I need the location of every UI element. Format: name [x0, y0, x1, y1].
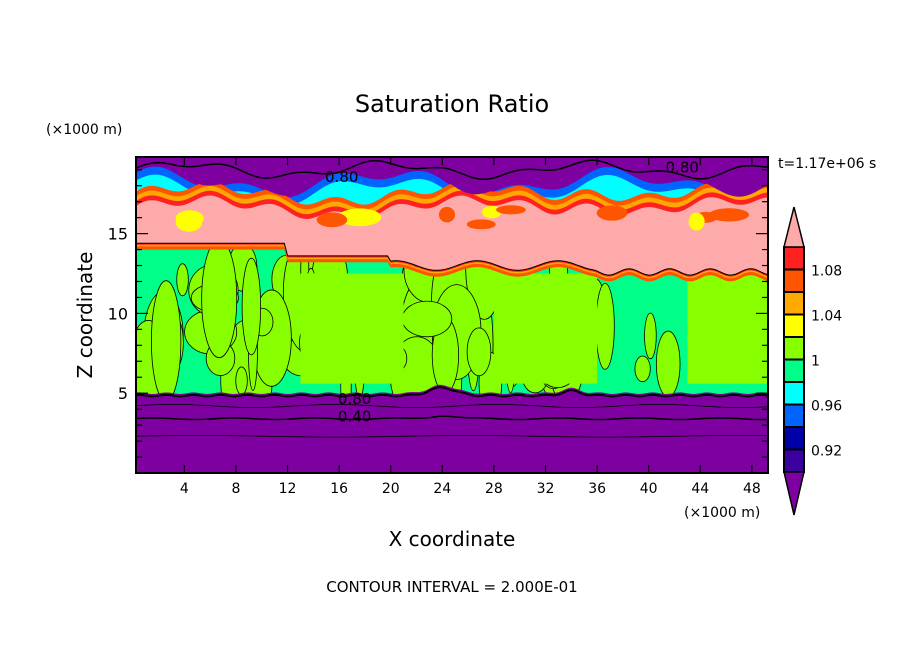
lime-patch — [401, 300, 453, 338]
cloud-patch — [496, 205, 526, 215]
x-tick-label: 4 — [180, 481, 189, 497]
colorbar: 0.92 0.96 1 1.04 1.08 — [783, 206, 842, 516]
y-unit-label: (×1000 m) — [46, 122, 122, 138]
lime-patch — [644, 312, 657, 360]
y-tick-label: 5 — [118, 384, 128, 403]
colorbar-swatch — [783, 336, 805, 361]
upper-dry-region — [136, 157, 768, 197]
y-axis: 5 10 15 — [108, 169, 768, 458]
x-tick-label: 32 — [537, 481, 555, 497]
y-axis-label: Z coordinate — [73, 252, 97, 379]
colorbar-swatch — [783, 403, 805, 428]
colorbar-tick-label: 1.08 — [811, 264, 842, 280]
colorbar-swatch — [783, 358, 805, 383]
x-axis: 4 8 12 16 20 24 28 32 36 40 44 48 — [180, 157, 761, 497]
colorbar-tick-label: 0.92 — [811, 444, 842, 460]
lime-region — [493, 273, 598, 384]
colorbar-tick-label: 0.96 — [811, 399, 842, 415]
cloud-patch — [596, 205, 628, 221]
contour-label: 0.80 — [666, 159, 699, 177]
colorbar-swatch — [783, 291, 805, 316]
colorbar-swatch — [783, 313, 805, 338]
y-tick-label: 15 — [108, 225, 128, 244]
lime-patch — [151, 280, 182, 402]
contour-line-0.40 — [136, 415, 768, 421]
colorbar-swatch — [783, 268, 805, 293]
chart-title: Saturation Ratio — [355, 90, 549, 118]
colorbar-swatch — [783, 381, 805, 406]
lime-patch — [235, 366, 248, 395]
contour-line-0.80-top — [136, 159, 768, 181]
lime-patch — [634, 355, 651, 383]
x-tick-label: 16 — [330, 481, 348, 497]
plot-frame — [135, 156, 769, 474]
cloud-patch — [337, 208, 382, 227]
cloud-patch — [175, 210, 204, 227]
contour-label: 0.80 — [338, 390, 371, 408]
x-unit-label: (×1000 m) — [684, 505, 760, 521]
lime-patch — [201, 239, 238, 359]
contour-label: 0.40 — [338, 408, 371, 426]
colorbar-swatch — [783, 246, 805, 271]
lime-patch — [176, 263, 189, 297]
x-axis-label: X coordinate — [389, 527, 516, 551]
lime-patch — [466, 327, 492, 377]
lime-patch — [595, 282, 615, 370]
x-tick-label: 12 — [279, 481, 297, 497]
lime-region — [300, 273, 404, 384]
x-tick-label: 20 — [382, 481, 400, 497]
cloud-patch — [438, 206, 456, 223]
x-tick-label: 36 — [588, 481, 606, 497]
contour-interval-footer: CONTOUR INTERVAL = 2.000E-01 — [326, 578, 577, 596]
x-tick-label: 40 — [640, 481, 658, 497]
contour-line — [136, 435, 768, 438]
x-tick-label: 44 — [691, 481, 709, 497]
lime-patch — [241, 257, 262, 356]
lime-patch — [655, 330, 681, 398]
y-tick-label: 10 — [108, 304, 128, 323]
colorbar-under-triangle — [783, 471, 805, 516]
cloud-patch — [708, 208, 750, 222]
time-label: t=1.17e+06 s — [778, 156, 876, 172]
contour-label: 0.80 — [325, 168, 358, 186]
x-tick-label: 28 — [485, 481, 503, 497]
cloud-patch — [466, 219, 496, 230]
colorbar-tick-label: 1 — [811, 354, 820, 370]
cloud-patch — [688, 212, 705, 231]
contour-line — [136, 404, 768, 408]
lime-region — [687, 273, 768, 384]
cloud-patch — [316, 212, 348, 228]
x-tick-label: 48 — [743, 481, 761, 497]
colorbar-swatch — [783, 426, 805, 451]
colorbar-swatch — [783, 448, 805, 473]
x-tick-label: 8 — [231, 481, 240, 497]
contour-field: 0.800.800.800.40 — [136, 157, 768, 473]
contour-line-1.00 — [136, 242, 768, 276]
x-tick-label: 24 — [433, 481, 451, 497]
colorbar-over-triangle — [783, 206, 805, 248]
contour-line-0.80 — [136, 386, 768, 398]
colorbar-tick-label: 1.04 — [811, 309, 842, 325]
